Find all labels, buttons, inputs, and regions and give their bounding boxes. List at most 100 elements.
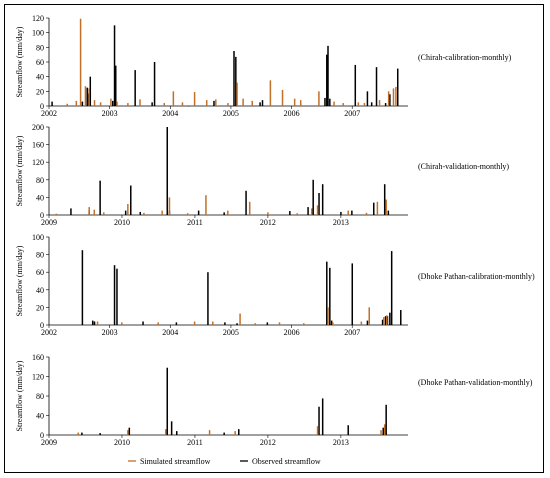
y-tick-label: 80 <box>36 43 44 52</box>
simulated-bar <box>55 213 58 215</box>
observed-bar <box>318 193 320 215</box>
panel-annotation: (Chirah-calibration-monthly) <box>418 53 512 62</box>
observed-bar <box>207 272 209 325</box>
simulated-bar <box>302 323 305 325</box>
simulated-bar <box>165 429 167 435</box>
simulated-bar <box>342 103 344 106</box>
simulated-bar <box>267 212 269 215</box>
observed-bar <box>366 320 369 325</box>
simulated-bar <box>93 100 96 106</box>
simulated-bar <box>157 322 159 325</box>
simulated-bar <box>227 103 229 106</box>
observed-bar <box>321 398 324 435</box>
observed-bar <box>307 207 309 215</box>
x-tick-label: 2009 <box>41 218 57 227</box>
simulated-bar <box>79 18 82 106</box>
y-axis-label: Streamflow (mm/day) <box>15 135 24 206</box>
x-tick-label: 2010 <box>114 218 130 227</box>
observed-bar <box>384 103 387 106</box>
simulated-bar <box>387 91 390 106</box>
observed-bar <box>233 51 235 106</box>
observed-bar <box>366 91 369 106</box>
observed-bar <box>166 127 169 215</box>
observed-bar <box>351 263 354 325</box>
simulated-bar <box>251 100 253 106</box>
simulated-bar <box>248 201 251 215</box>
simulated-bar <box>333 101 335 106</box>
observed-bar <box>327 45 329 106</box>
simulated-bar <box>205 100 208 106</box>
observed-bar <box>187 106 190 107</box>
simulated-bar <box>316 426 319 435</box>
observed-bar <box>124 210 127 215</box>
y-tick-label: 40 <box>36 412 44 421</box>
x-tick-label: 2003 <box>102 109 118 118</box>
simulated-bar <box>316 205 319 215</box>
observed-bar <box>89 76 92 106</box>
observed-bar <box>382 427 384 435</box>
observed-bar <box>81 101 84 106</box>
simulated-bar <box>365 212 368 215</box>
observed-bar <box>387 210 390 215</box>
observed-bar <box>91 320 94 325</box>
simulated-bar <box>332 322 334 325</box>
observed-bar <box>381 319 384 325</box>
x-tick-label: 2002 <box>41 328 57 337</box>
y-tick-label: 40 <box>36 193 44 202</box>
observed-bar <box>389 312 391 325</box>
simulated-bar <box>386 315 388 325</box>
y-tick-label: 60 <box>36 268 44 277</box>
x-tick-label: 2011 <box>187 438 203 447</box>
observed-bar <box>326 54 328 106</box>
observed-bar <box>236 323 238 325</box>
simulated-bar <box>385 199 387 215</box>
simulated-bar <box>84 86 87 106</box>
x-tick-label: 2012 <box>260 438 276 447</box>
panel-annotation: (Chirah-validation-monthly) <box>418 162 509 171</box>
simulated-bar <box>161 210 163 215</box>
panel-annotation: (Dhoke Pathan-validation-monthly) <box>418 378 533 387</box>
y-tick-label: 200 <box>32 123 44 132</box>
simulated-bar <box>88 88 90 106</box>
y-tick-label: 60 <box>36 58 44 67</box>
observed-bar <box>235 56 237 106</box>
observed-bar <box>351 210 353 215</box>
y-tick-label: 80 <box>36 392 44 401</box>
y-tick-label: 0 <box>40 102 44 111</box>
y-tick-label: 80 <box>36 251 44 260</box>
simulated-bar <box>368 307 370 325</box>
simulated-bar <box>269 80 272 106</box>
simulated-bar <box>96 321 99 325</box>
simulated-bar <box>360 321 363 325</box>
simulated-bar <box>93 209 96 215</box>
observed-bar <box>318 406 320 435</box>
simulated-bar <box>236 82 238 106</box>
x-tick-label: 2007 <box>344 109 360 118</box>
simulated-bar <box>127 103 129 106</box>
x-tick-label: 2005 <box>223 109 239 118</box>
x-tick-label: 2004 <box>162 109 178 118</box>
observed-bar <box>390 251 393 325</box>
observed-bar <box>151 102 153 106</box>
x-tick-label: 2011 <box>187 218 203 227</box>
observed-bar <box>385 404 387 435</box>
observed-bar <box>81 432 83 435</box>
observed-bar <box>142 321 144 325</box>
observed-bar <box>224 322 226 325</box>
observed-bar <box>329 267 331 325</box>
y-tick-label: 0 <box>40 321 44 330</box>
simulated-bar <box>186 213 189 215</box>
simulated-bar <box>278 322 281 325</box>
simulated-bar <box>143 212 145 215</box>
observed-bar <box>330 320 333 325</box>
observed-bar <box>170 421 173 435</box>
simulated-bar <box>357 102 360 106</box>
x-tick-label: 2006 <box>284 328 300 337</box>
simulated-bar <box>88 207 90 215</box>
y-tick-label: 100 <box>32 233 44 242</box>
observed-bar <box>245 190 247 215</box>
y-tick-label: 40 <box>36 286 44 295</box>
simulated-bar <box>296 213 298 215</box>
observed-bar <box>197 210 200 215</box>
simulated-bar <box>139 99 141 106</box>
